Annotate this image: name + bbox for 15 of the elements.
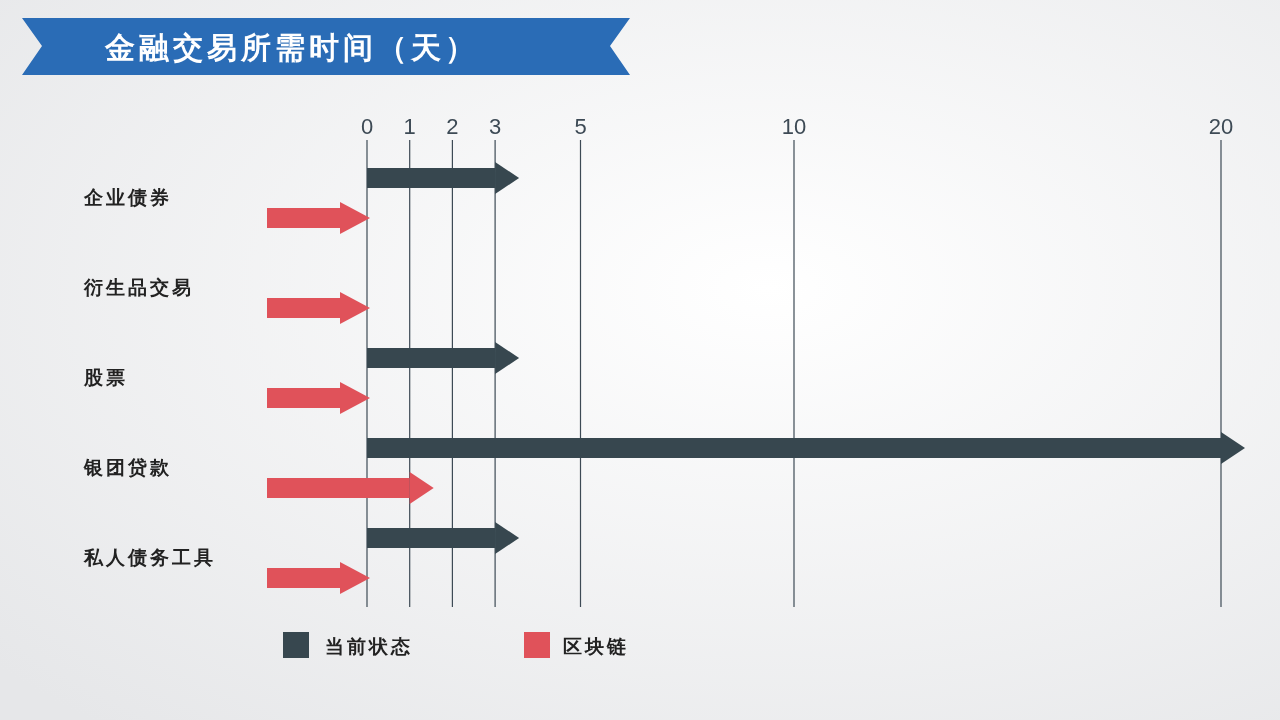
legend-label: 当前状态 xyxy=(325,635,413,657)
chart-title: 金融交易所需时间（天） xyxy=(104,30,479,65)
y-tick-label: 企业债券 xyxy=(83,186,172,208)
y-tick-label: 衍生品交易 xyxy=(83,276,194,298)
y-tick-label: 银团贷款 xyxy=(83,456,172,478)
x-tick-label: 10 xyxy=(781,114,807,139)
y-tick-label: 股票 xyxy=(83,366,128,388)
y-tick-label: 私人债务工具 xyxy=(83,546,216,568)
x-tick-label: 1 xyxy=(403,114,416,139)
x-tick-label: 0 xyxy=(360,114,374,139)
x-tick-label: 5 xyxy=(574,114,587,139)
x-tick-label: 3 xyxy=(488,114,502,139)
x-tick-label: 2 xyxy=(446,114,459,139)
x-tick-label: 20 xyxy=(1208,114,1234,139)
legend-label: 区块链 xyxy=(563,635,629,657)
